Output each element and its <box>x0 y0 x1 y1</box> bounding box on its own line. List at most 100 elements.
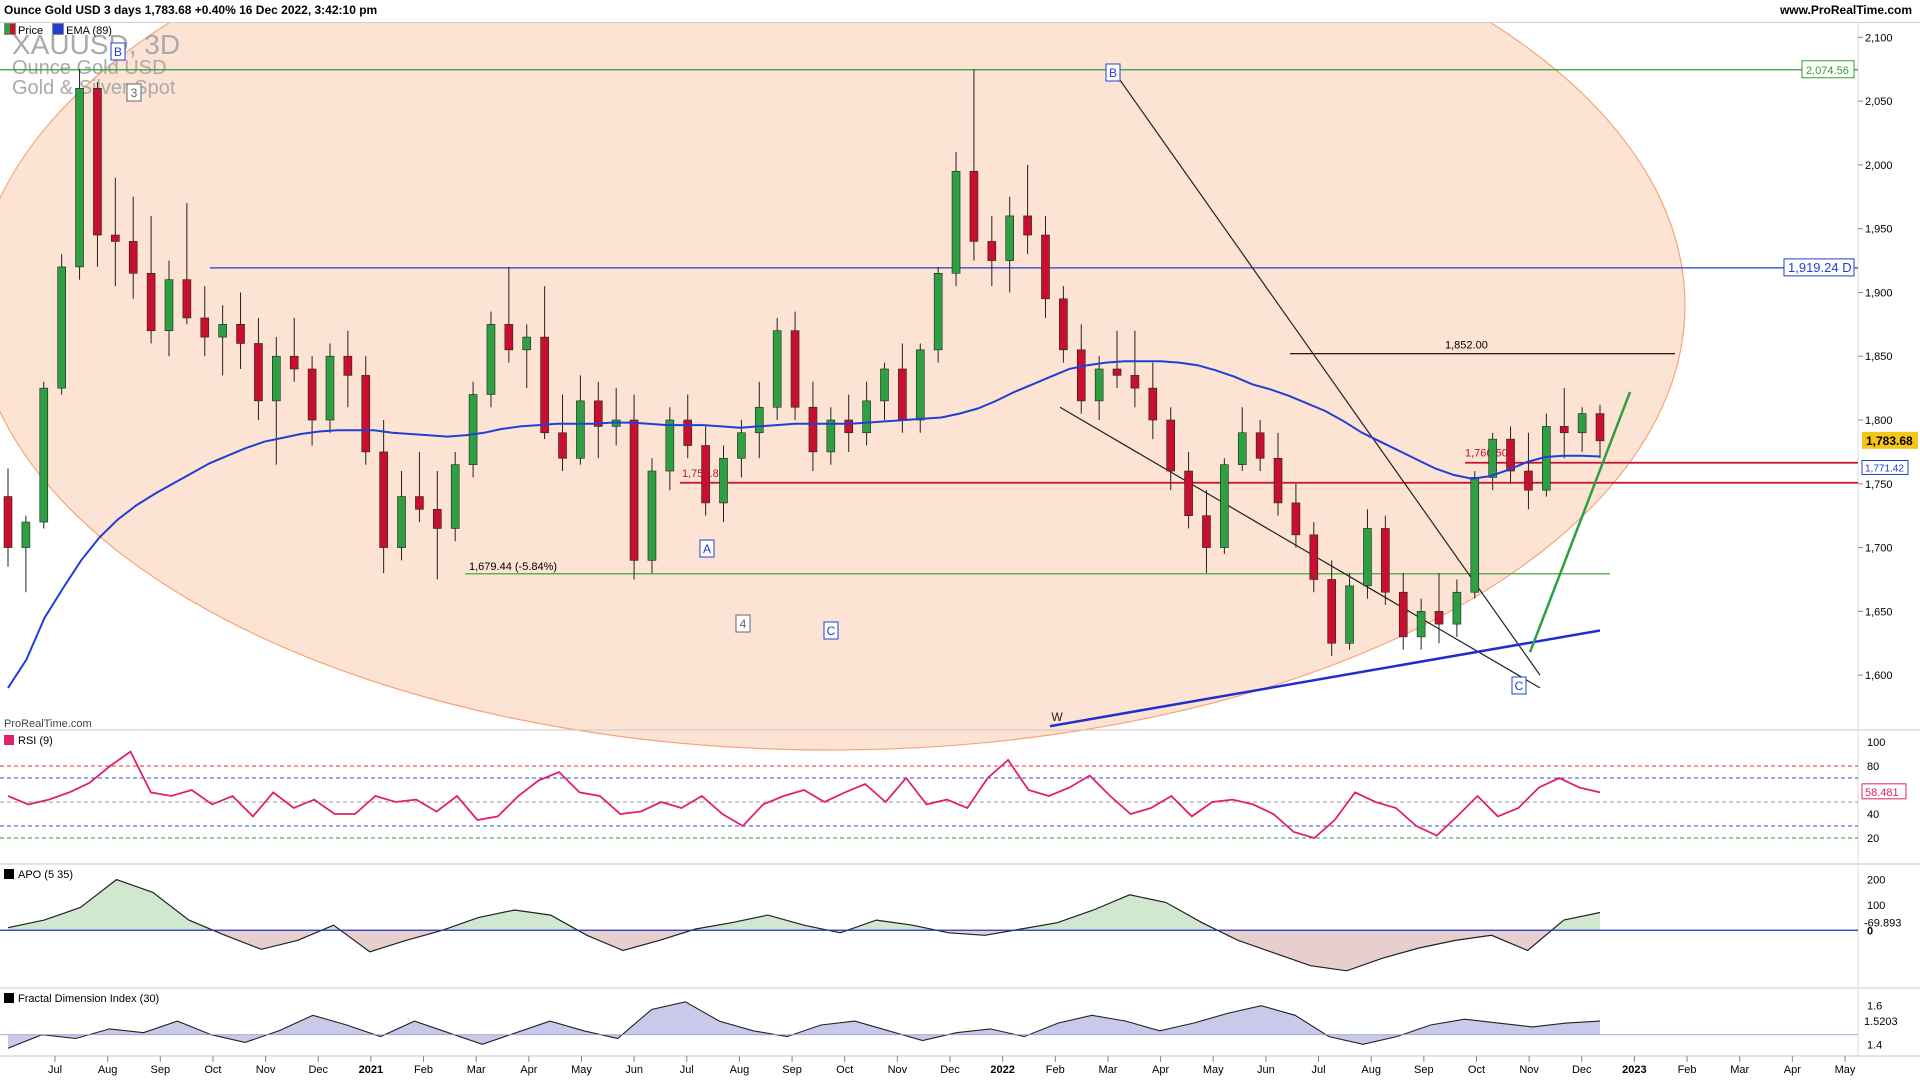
fdi-area <box>8 1001 1600 1049</box>
website-label: www.ProRealTime.com <box>1779 3 1912 17</box>
x-tick-label: 2023 <box>1622 1064 1646 1076</box>
rsi-tick-label: 80 <box>1867 761 1879 773</box>
x-tick-label: Mar <box>1730 1064 1749 1076</box>
apo-value-label: -69.893 <box>1864 918 1901 930</box>
fdi-value-label: 1.5203 <box>1864 1016 1898 1028</box>
rsi-tick-label: 100 <box>1867 737 1885 749</box>
candle-body <box>683 419 693 446</box>
candle-body <box>146 273 156 332</box>
candle-body <box>1237 432 1247 465</box>
rsi-tick-label: 40 <box>1867 809 1879 821</box>
y-tick-label: 1,700 <box>1865 543 1893 555</box>
candle-body <box>540 336 549 434</box>
candle-body <box>415 496 424 510</box>
wave-label-box <box>1105 63 1121 82</box>
x-tick-label: Mar <box>467 1064 486 1076</box>
wave-label: C <box>1515 679 1524 693</box>
price-legend: Price <box>18 25 44 37</box>
ellipse-zone <box>0 0 1686 751</box>
level-label: 1,766.50 <box>1465 448 1508 460</box>
rsi-line <box>7 750 1601 840</box>
wave-label-box <box>1511 676 1527 695</box>
ema-line <box>7 360 1601 689</box>
candle-body <box>1076 349 1086 402</box>
candle-body <box>933 273 943 351</box>
wave-label: W <box>1051 710 1063 724</box>
x-tick-label: Dec <box>940 1064 960 1076</box>
candle-body <box>987 241 997 261</box>
rsi-tick-label: 20 <box>1867 833 1879 845</box>
watermark-brand: ProRealTime.com <box>4 718 92 730</box>
candle-body <box>450 464 460 529</box>
candle-body <box>1452 591 1462 625</box>
candle-body <box>128 241 138 274</box>
candle-body <box>289 355 299 370</box>
x-tick-label: Feb <box>414 1064 433 1076</box>
apo-title: APO (5 35) <box>18 869 73 881</box>
x-tick-label: Jun <box>625 1064 643 1076</box>
x-tick-label: Mar <box>1098 1064 1117 1076</box>
y-tick-label: 1,900 <box>1865 287 1893 299</box>
candle-body <box>343 355 353 376</box>
rsi-value-label: 58.481 <box>1865 787 1899 799</box>
x-tick-label: May <box>571 1064 592 1076</box>
candle-body <box>182 279 192 319</box>
chart-title: Ounce Gold USD 3 days 1,783.68 +0.40% 16… <box>4 3 378 17</box>
candle-body <box>1327 579 1336 644</box>
fdi-title: Fractal Dimension Index (30) <box>18 993 159 1005</box>
x-tick-label: Feb <box>1678 1064 1697 1076</box>
candle-body <box>898 368 907 421</box>
candle-body <box>737 432 746 459</box>
candle-body <box>111 234 120 242</box>
candle-body <box>1291 502 1301 536</box>
level-label: 1,679.44 (-5.84%) <box>469 561 557 573</box>
rsi-legend-swatch <box>4 735 14 745</box>
candle-body <box>1130 375 1140 389</box>
x-tick-label: Apr <box>1152 1064 1169 1076</box>
rsi-value-tag <box>1861 783 1907 800</box>
ema-toggle[interactable] <box>52 23 65 35</box>
candle-body <box>647 470 657 561</box>
candle-body <box>1255 432 1265 459</box>
candle-body <box>486 324 496 395</box>
candle-body <box>218 324 227 338</box>
candle-body <box>397 496 406 548</box>
chart-header: Ounce Gold USD 3 days 1,783.68 +0.40% 16… <box>0 0 1920 37</box>
candle-body <box>1220 464 1229 548</box>
wave-label-box <box>823 621 839 640</box>
candle-body <box>826 419 836 453</box>
y-tick-label: 1,600 <box>1865 670 1893 682</box>
candle-body <box>1524 470 1533 491</box>
y-tick-label: 1,850 <box>1865 351 1893 363</box>
channel-line-green <box>1528 391 1632 653</box>
candle-body <box>1559 426 1569 434</box>
candle-body <box>1202 515 1211 548</box>
candle-body <box>1309 534 1319 580</box>
x-tick-label: Jun <box>1257 1064 1275 1076</box>
wave-label: B <box>1109 66 1117 80</box>
candle-body <box>1488 438 1497 478</box>
candle-body <box>915 349 925 421</box>
fdi-line <box>7 1001 1601 1049</box>
x-tick-label: Jul <box>680 1064 694 1076</box>
candle-body <box>522 336 532 351</box>
candle-body <box>1166 419 1175 472</box>
candle-body <box>1059 298 1068 351</box>
candle-body <box>719 457 728 504</box>
candle-body <box>969 170 979 242</box>
wave-label: B <box>114 45 122 59</box>
candle-body <box>1273 457 1283 504</box>
price-toggle[interactable] <box>4 23 16 35</box>
level-tag <box>1783 258 1855 277</box>
candle-body <box>272 355 281 402</box>
rsi-title: RSI (9) <box>18 735 53 747</box>
candle-body <box>1416 611 1426 638</box>
x-tick-label: Nov <box>256 1064 276 1076</box>
y-tick-label: 2,000 <box>1865 160 1893 172</box>
wave-label-box <box>699 539 715 558</box>
apo-tick-label: 200 <box>1867 875 1885 887</box>
apo-legend-swatch <box>4 869 14 879</box>
x-tick-label: Dec <box>1572 1064 1592 1076</box>
level-label: 1,919.24 D <box>1788 260 1852 275</box>
